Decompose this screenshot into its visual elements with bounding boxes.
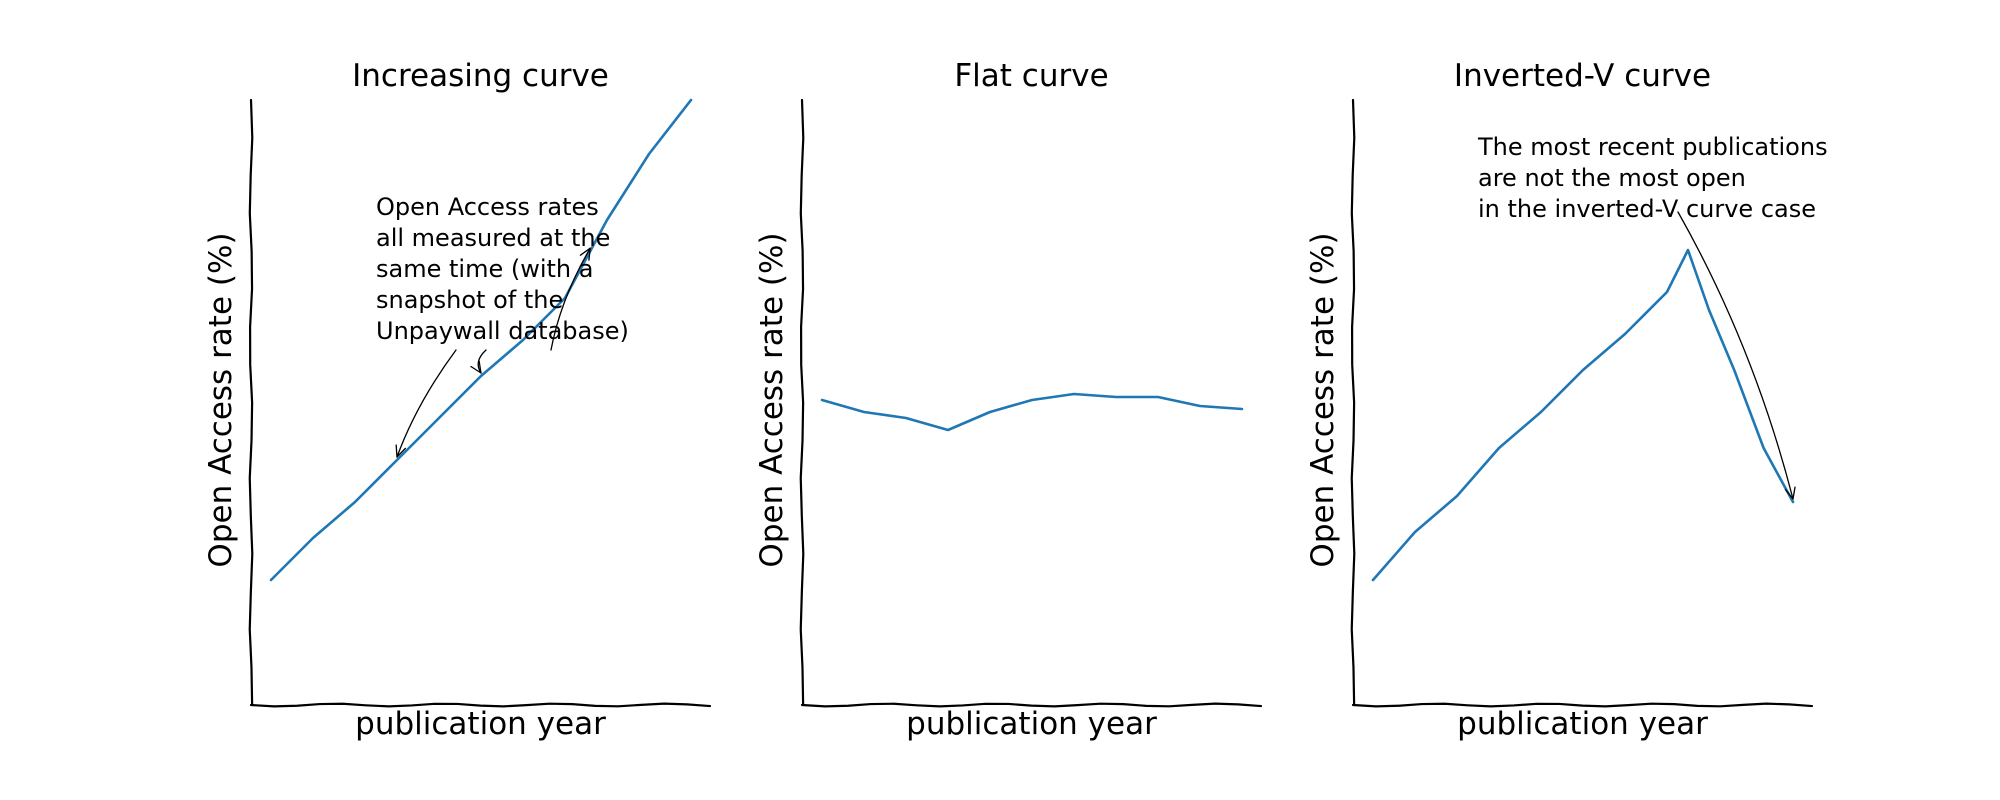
chart-title: Inverted-V curve [1454,58,1711,94]
x-axis-label: publication year [1457,706,1708,742]
annotation-arrow [1677,211,1794,500]
y-axis-label: Open Access rate (%) [1305,232,1341,567]
chart-title: Increasing curve [352,58,609,94]
annotation-text: Open Access rates all measured at the same… [376,193,629,345]
annotation-line: same time (with a [376,255,593,283]
chart-panel-1: Increasing curve publication year Open Acc… [203,58,712,742]
annotation-line: The most recent publications [1477,133,1828,161]
annotation-arrow [477,349,487,374]
annotation-arrowhead [395,444,406,458]
chart-title: Flat curve [954,58,1108,94]
annotation-line: all measured at the [376,224,610,252]
chart-panel-2: Flat curve publication year Open Access ra… [754,58,1263,742]
series-line-1 [820,392,1244,432]
annotation-text: The most recent publications are not the … [1477,133,1828,223]
annotation-line: Unpaywall database) [376,317,629,345]
annotation-line: snapshot of the [376,286,563,314]
series-line-1 [1371,248,1795,582]
annotation-arrowhead [579,247,591,261]
chart-panel-3: Inverted-V curve publication year Open Acc… [1305,58,1828,742]
y-axis-label: Open Access rate (%) [203,232,239,567]
x-axis-label: publication year [906,706,1157,742]
series-line-1 [269,98,693,582]
annotation-arrow [550,247,591,351]
annotation-line: Open Access rates [376,193,599,221]
annotation-arrowhead [470,360,482,374]
x-axis-line [800,702,1263,708]
x-axis-label: publication year [355,706,606,742]
annotation-line: in the inverted-V curve case [1478,195,1816,223]
y-axis-line [1350,98,1356,707]
annotation-arrowhead [1784,486,1796,500]
y-axis-line [799,98,805,707]
annotation-line: are not the most open [1478,164,1746,192]
y-axis-label: Open Access rate (%) [754,232,790,567]
x-axis-line [1351,702,1814,708]
y-axis-line [248,98,254,707]
x-axis-line [249,702,712,708]
annotation-arrow [396,349,457,458]
